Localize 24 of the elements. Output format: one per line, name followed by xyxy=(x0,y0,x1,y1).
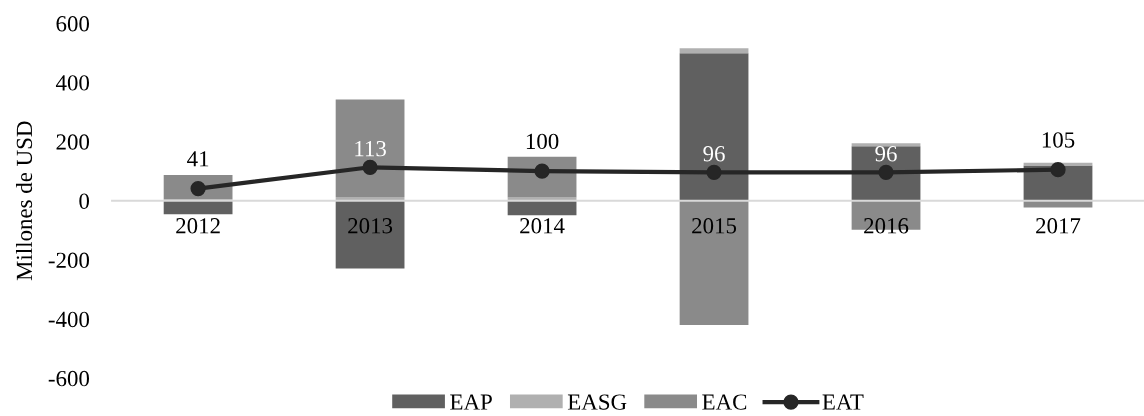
x-tick-label: 2017 xyxy=(1036,218,1081,234)
x-tick-label: 2016 xyxy=(864,218,909,234)
y-tick-label: 400 xyxy=(55,75,90,91)
legend-label: EAT xyxy=(822,394,864,410)
x-tick-label: 2014 xyxy=(520,218,565,234)
legend-label: EAC xyxy=(702,394,747,410)
x-tick-label: 2012 xyxy=(176,218,220,234)
legend-label: EASG xyxy=(567,394,627,410)
x-tick-label: 2013 xyxy=(348,218,393,234)
data-label: 96 xyxy=(703,146,725,162)
data-label: 96 xyxy=(875,146,897,162)
y-tick-label: 200 xyxy=(56,134,90,150)
data-label: 105 xyxy=(1042,132,1075,148)
legend-label: EAP xyxy=(450,394,492,410)
y-tick-label: -200 xyxy=(48,252,90,269)
y-tick-label: -600 xyxy=(48,370,90,387)
y-axis-title: Millones de USD xyxy=(15,121,33,281)
x-tick-label: 2015 xyxy=(692,218,737,234)
data-label: 100 xyxy=(526,133,559,150)
data-label: 113 xyxy=(355,140,386,157)
data-label: 41 xyxy=(187,151,209,167)
y-tick-label: 600 xyxy=(56,16,90,32)
y-tick-label: 0 xyxy=(79,193,90,209)
y-tick-label: -400 xyxy=(48,311,90,328)
